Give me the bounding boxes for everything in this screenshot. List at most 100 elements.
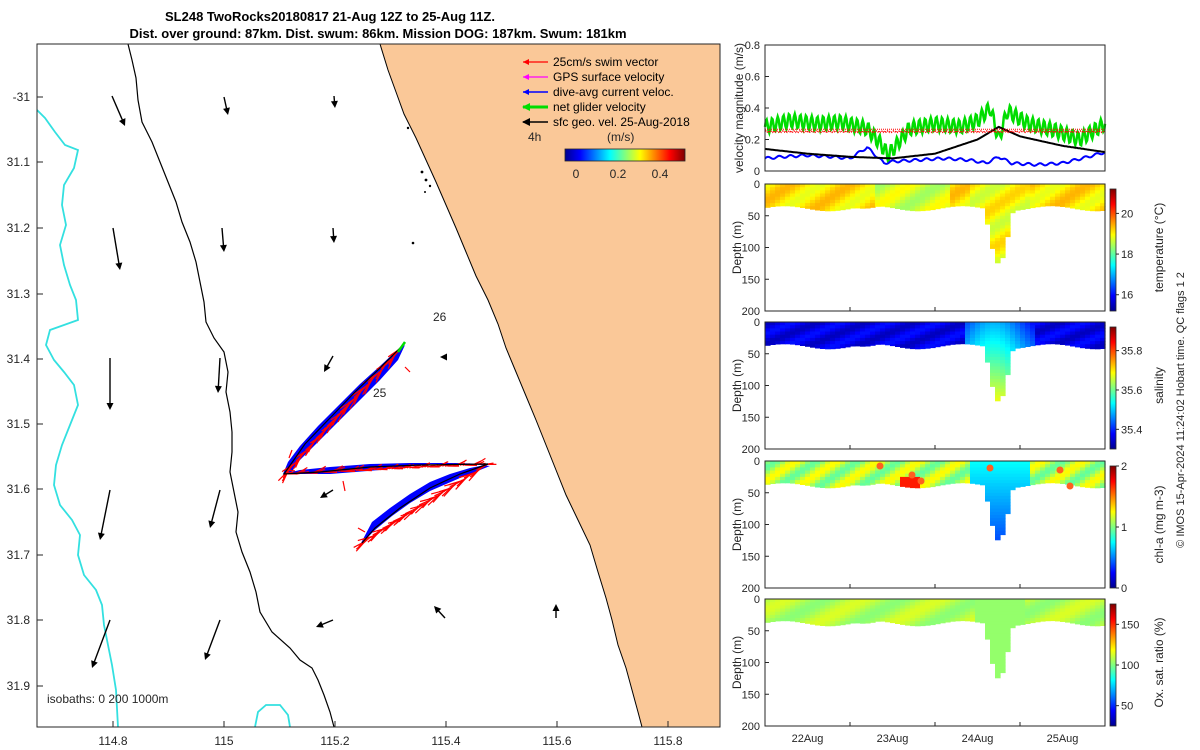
section-cell (995, 356, 1001, 361)
section-cell (910, 206, 916, 210)
section-cell (995, 322, 1001, 326)
section-cell (890, 464, 896, 468)
section-cell (990, 360, 996, 364)
sfc-arrow-head (324, 364, 331, 372)
section-cell (855, 470, 861, 475)
section-cell (880, 322, 886, 326)
section-cell (900, 328, 906, 333)
section-cell (1055, 334, 1061, 339)
section-cell (795, 193, 801, 198)
section-cell (870, 184, 876, 188)
section-cell (945, 621, 951, 623)
section-cell (1000, 379, 1006, 383)
section-cell (995, 524, 1001, 529)
section-cell (785, 203, 791, 207)
section-cell (1025, 187, 1031, 191)
section-cell (765, 206, 771, 208)
section-cell (890, 196, 896, 201)
section-cell (1045, 196, 1051, 201)
section-cell (995, 260, 1001, 264)
sfc-arrow-shaft (205, 619, 221, 659)
section-cell (830, 184, 836, 188)
section-cell (890, 199, 896, 204)
section-cell (810, 328, 816, 333)
section-cell (790, 341, 796, 345)
section-cell (795, 331, 801, 336)
section-cell (970, 187, 976, 191)
section-cell (990, 247, 996, 249)
section-cell (975, 334, 981, 339)
section-cell (1000, 470, 1006, 475)
section-cell (985, 187, 991, 191)
section-cell (1015, 209, 1021, 211)
section-cell (815, 467, 821, 472)
section-ytick-label-50: 50 (748, 626, 760, 638)
section-cell (1060, 190, 1066, 195)
section-cell (810, 618, 816, 622)
section-cell (920, 621, 926, 625)
section-cell (1075, 203, 1081, 207)
section-cell (880, 467, 886, 472)
section-cell (915, 486, 921, 489)
section-cell (820, 322, 826, 326)
swim-vector (350, 387, 365, 397)
section-cell (870, 196, 876, 201)
section-cell (1000, 608, 1006, 613)
section-cell (860, 464, 866, 468)
section-cell (1080, 190, 1086, 195)
section-cell (1025, 341, 1031, 345)
section-cell (1055, 599, 1061, 603)
section-cell (825, 184, 831, 188)
section-cell (970, 325, 976, 329)
section-cell (860, 608, 866, 613)
section-cell (1005, 199, 1011, 204)
series-dive-avg-current-veloc- (764, 146, 1106, 167)
section-cell (835, 618, 841, 622)
section-cell (1005, 337, 1011, 342)
section-cell (1000, 234, 1006, 239)
section-cell (980, 611, 986, 616)
section-cell (780, 467, 786, 472)
section-cell (770, 608, 776, 613)
section-cell (880, 337, 886, 342)
section-cell (930, 328, 936, 333)
section-cell (815, 480, 821, 484)
section-cell (935, 470, 941, 475)
section-cell (765, 334, 771, 339)
section-cell (1015, 187, 1021, 191)
section-cell (990, 646, 996, 651)
section-cell (920, 461, 926, 465)
swim-vector (375, 369, 382, 380)
section-cell (895, 483, 901, 486)
section-cell (1090, 199, 1096, 204)
section-cell (1035, 599, 1041, 603)
section-cell (995, 382, 1001, 387)
section-cell (1065, 461, 1071, 465)
section-cell (1040, 334, 1046, 339)
section-cell (810, 599, 816, 603)
section-cell (975, 467, 981, 472)
section-cell (1010, 334, 1016, 339)
section-cell (895, 206, 901, 209)
section-cell (950, 611, 956, 616)
map-x-ticks: 114.8 115 115.2 115.4 115.6 115.8 (98, 721, 683, 748)
section-cell (770, 193, 776, 198)
section-cell (810, 467, 816, 472)
section-cell (970, 614, 976, 619)
section-cell (950, 614, 956, 619)
section-cell (850, 605, 856, 610)
section-cell (1100, 486, 1106, 488)
section-cell (1015, 190, 1021, 195)
section-cell (870, 337, 876, 342)
swim-vector (321, 425, 330, 432)
colorbar-label: temperature (°C) (1152, 203, 1166, 293)
section-cell (995, 385, 1001, 390)
section-cell (960, 196, 966, 201)
section-cell (860, 344, 866, 347)
section-cell (955, 473, 961, 478)
section-cell (955, 480, 961, 484)
section-cell (995, 360, 1001, 364)
swim-vector (295, 453, 304, 462)
section-cell (860, 467, 866, 472)
section-cell (795, 621, 801, 623)
